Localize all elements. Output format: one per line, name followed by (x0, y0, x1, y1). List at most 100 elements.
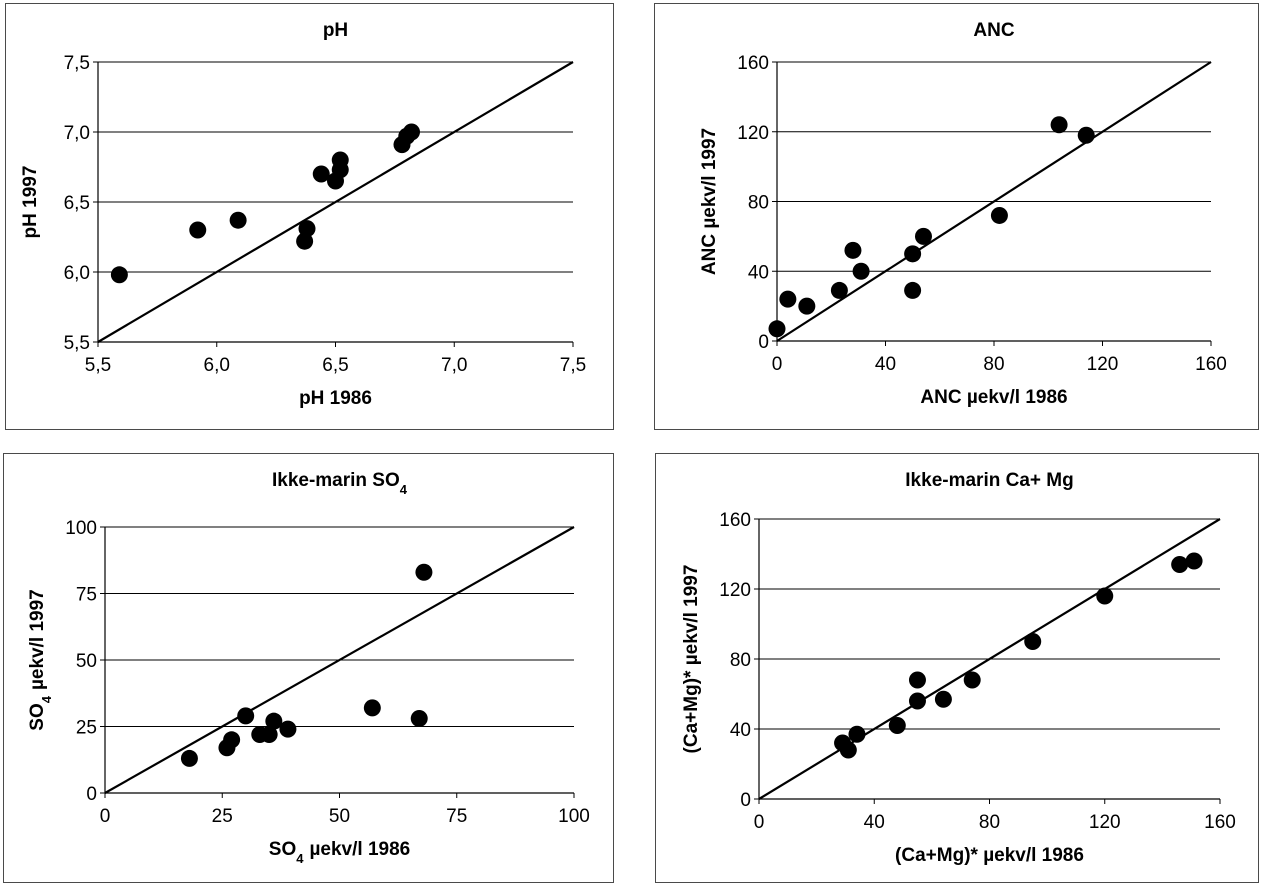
y-axis-label-text: (Ca+Mg)* µekv/l 1997 (681, 565, 702, 754)
x-tick-label: 6,5 (322, 355, 348, 376)
x-axis-label: ANC µekv/l 1986 (920, 387, 1067, 408)
chart-title-text: Ikke-marin Ca+ Mg (905, 470, 1073, 491)
data-point (296, 232, 314, 250)
y-tick-label: 6,0 (64, 263, 90, 284)
y-tick-label: 40 (730, 720, 751, 741)
y-tick-label: 100 (65, 518, 97, 539)
chart-panel-anc: ANC 0 40 80 120 160 0 40 80 120 160 ANC µekv/l 1986… (654, 3, 1259, 430)
x-tick-label: 160 (1204, 812, 1236, 833)
y-axis-label: SO4 µekv/l 1997 (27, 589, 54, 730)
x-axis-label: (Ca+Mg)* µekv/l 1986 (895, 845, 1084, 866)
x-tick-label: 160 (1195, 354, 1227, 375)
data-point (904, 245, 922, 263)
data-point (844, 241, 862, 259)
data-point (830, 281, 848, 299)
data-point (265, 712, 283, 730)
data-point (1024, 633, 1042, 650)
y-tick-label: 7,5 (64, 53, 90, 74)
x-tick-label: 40 (864, 812, 885, 833)
x-tick-label: 40 (875, 354, 896, 375)
y-tick-label: 80 (748, 193, 769, 214)
x-axis-label: SO4 µekv/l 1986 (269, 839, 410, 866)
y-axis-label: (Ca+Mg)* µekv/l 1997 (681, 565, 702, 754)
x-tick-label: 50 (329, 806, 350, 827)
x-tick-label: 80 (983, 354, 1004, 375)
x-axis-label-text: pH 1986 (299, 388, 372, 409)
x-tick-label: 5,5 (85, 355, 111, 376)
data-point (848, 725, 866, 743)
data-point (312, 165, 330, 183)
reference-line-1-to-1 (104, 526, 575, 794)
reference-line-1-to-1 (758, 518, 1221, 800)
data-point (279, 720, 297, 738)
y-axis-label: pH 1997 (20, 166, 41, 239)
y-axis-label-text: µekv/l 1997 (27, 589, 48, 690)
data-point (1077, 126, 1095, 144)
y-axis-label-subscript: 4 (39, 695, 54, 703)
y-tick-label: 160 (737, 53, 769, 74)
chart-camg-svg: Ikke-marin Ca+ Mg 0 40 80 120 160 0 40 80 120 160 (… (681, 470, 1236, 866)
y-tick-label: 25 (76, 718, 97, 739)
x-tick-label: 25 (212, 806, 233, 827)
y-tick-label: 50 (76, 651, 97, 672)
data-point (1096, 587, 1114, 605)
chart-title: pH (323, 20, 348, 41)
y-axis-label-prefix: SO (27, 703, 48, 730)
x-tick-label: 75 (446, 806, 467, 827)
data-point (914, 227, 932, 245)
x-tick-label: 0 (100, 806, 111, 827)
y-tick-label: 40 (748, 262, 769, 283)
y-tick-label: 7,0 (64, 123, 90, 144)
chart-title: ANC (973, 20, 1014, 41)
data-point (298, 220, 316, 238)
data-point (180, 749, 198, 767)
x-tick-label: 7,5 (560, 355, 586, 376)
x-axis-label-prefix: SO (269, 839, 296, 860)
x-axis-label: pH 1986 (299, 388, 372, 409)
x-tick-label: 120 (1089, 812, 1121, 833)
data-point (852, 262, 870, 280)
x-tick-label: 7,0 (441, 355, 467, 376)
y-axis-label-text: pH 1997 (20, 166, 41, 239)
x-axis-label-subscript: 4 (296, 851, 304, 866)
y-tick-label: 5,5 (64, 333, 90, 354)
x-tick-label: 0 (772, 354, 783, 375)
chart-panel-so4: Ikke-marin SO4 0 25 50 75 100 0 25 50 75 100 SO4 µek… (3, 453, 614, 883)
data-point (908, 692, 926, 710)
chart-title-text: pH (323, 20, 348, 41)
data-point (990, 206, 1008, 224)
chart-panel-ph: pH 5,5 6,0 6,5 7,0 7,5 5,5 6,0 6,5 7,0 7,5 pH 1986 p… (5, 3, 614, 430)
chart-title: Ikke-marin SO4 (272, 470, 408, 497)
data-point (1050, 116, 1068, 134)
x-axis-label-text: µekv/l 1986 (309, 839, 410, 860)
reference-line-1-to-1 (776, 61, 1212, 342)
data-point (229, 211, 247, 229)
y-axis-label-text: ANC µekv/l 1997 (699, 128, 720, 275)
chart-title-text: ANC (973, 20, 1014, 41)
reference-line-1-to-1 (97, 61, 574, 343)
data-point (237, 707, 255, 725)
y-tick-label: 75 (76, 585, 97, 606)
y-tick-label: 0 (740, 790, 751, 811)
data-point (798, 297, 816, 315)
chart-title-subscript: 4 (400, 482, 408, 497)
y-tick-label: 0 (758, 332, 769, 353)
y-tick-label: 0 (86, 784, 97, 805)
y-tick-label: 160 (719, 510, 751, 531)
data-point (934, 690, 952, 708)
x-tick-label: 80 (979, 812, 1000, 833)
data-point (415, 563, 433, 581)
chart-title-text: Ikke-marin SO (272, 470, 400, 491)
data-point (410, 710, 428, 728)
x-axis-label-text: ANC µekv/l 1986 (920, 387, 1067, 408)
data-point (189, 221, 207, 239)
y-axis-label: ANC µekv/l 1997 (699, 128, 720, 275)
data-point (963, 671, 981, 689)
x-tick-label: 100 (558, 806, 590, 827)
x-tick-label: 0 (754, 812, 765, 833)
data-point (331, 151, 349, 169)
data-point (260, 725, 278, 743)
data-point (1171, 556, 1189, 573)
data-point (363, 699, 381, 717)
